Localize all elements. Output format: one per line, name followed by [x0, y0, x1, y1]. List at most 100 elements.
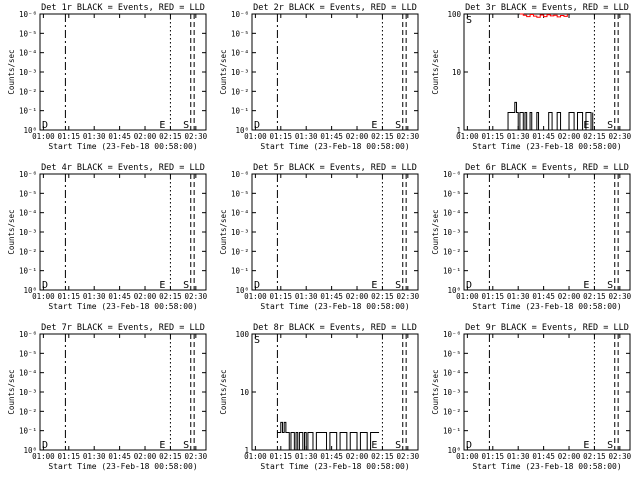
- series-line-events: [277, 421, 380, 451]
- x-tick-label: 01:45: [320, 452, 343, 461]
- y-axis-label: Counts/sec: [219, 369, 228, 414]
- x-tick-label: 01:45: [108, 292, 131, 301]
- x-axis-label: Start Time (23-Feb-18 00:58:00): [260, 462, 409, 471]
- y-axis-label: Counts/sec: [219, 209, 228, 254]
- y-tick-label: 10⁻¹: [443, 267, 461, 276]
- y-tick-label: 10⁻¹: [19, 267, 37, 276]
- y-tick-label: 10⁻⁶: [231, 10, 249, 19]
- x-tick-label: 02:30: [185, 452, 208, 461]
- plot-frame: [251, 173, 419, 291]
- y-tick-label: 10⁻⁴: [231, 209, 249, 218]
- y-tick-label: 10⁻⁵: [231, 29, 249, 38]
- x-tick-label: 01:15: [482, 132, 505, 141]
- x-tick-label: 01:00: [244, 132, 267, 141]
- x-tick-label: 01:00: [456, 452, 479, 461]
- event-marker-label: S: [395, 120, 401, 131]
- x-tick-label: 02:00: [558, 292, 581, 301]
- y-tick-label: 10⁻¹: [19, 107, 37, 116]
- y-axis-label: Counts/sec: [7, 369, 16, 414]
- event-marker-label: E: [159, 120, 165, 131]
- event-marker-label: S: [395, 440, 401, 451]
- x-tick-label: 02:00: [558, 452, 581, 461]
- x-tick-label: 01:15: [58, 292, 81, 301]
- y-tick-label: 10⁻²: [443, 247, 461, 256]
- y-axis-label: Counts/sec: [431, 209, 440, 254]
- corner-label: D: [42, 440, 48, 451]
- event-marker-label: S: [607, 280, 613, 291]
- x-tick-label: 01:45: [108, 132, 131, 141]
- x-tick-label: 02:15: [583, 292, 606, 301]
- y-tick-label: 10: [240, 388, 250, 397]
- y-tick-label: 10⁻²: [231, 87, 249, 96]
- event-marker-label: E: [371, 280, 377, 291]
- x-axis-label: Start Time (23-Feb-18 00:58:00): [260, 142, 409, 151]
- y-tick-label: 10⁰: [23, 126, 37, 135]
- event-marker-label: E: [583, 280, 589, 291]
- x-tick-label: 01:30: [295, 132, 318, 141]
- x-tick-label: 01:15: [270, 292, 293, 301]
- plot-frame: [39, 13, 207, 131]
- x-tick-label: 01:30: [83, 132, 106, 141]
- x-tick-label: 01:00: [32, 452, 55, 461]
- y-axis-label: Counts/sec: [431, 369, 440, 414]
- y-tick-label: 10⁻²: [19, 87, 37, 96]
- y-tick-label: 10⁻²: [443, 407, 461, 416]
- x-axis-label: Start Time (23-Feb-18 00:58:00): [48, 302, 197, 311]
- y-tick-label: 10⁻¹: [443, 427, 461, 436]
- y-tick-label: 10⁻⁴: [231, 49, 249, 58]
- x-tick-label: 02:15: [371, 452, 394, 461]
- y-tick-label: 10⁻¹: [231, 267, 249, 276]
- y-tick-label: 10⁰: [23, 286, 37, 295]
- x-tick-label: 01:30: [295, 452, 318, 461]
- x-tick-label: 02:15: [583, 132, 606, 141]
- x-tick-label: 01:00: [32, 132, 55, 141]
- event-marker-label: S: [183, 440, 189, 451]
- y-tick-label: 10⁻⁵: [443, 189, 461, 198]
- x-tick-label: 01:00: [456, 292, 479, 301]
- event-marker-label: S: [607, 440, 613, 451]
- corner-label: D: [466, 280, 472, 291]
- x-axis-label: Start Time (23-Feb-18 00:58:00): [48, 142, 197, 151]
- x-tick-label: 01:30: [83, 452, 106, 461]
- y-tick-label: 10⁻³: [19, 228, 37, 237]
- x-tick-label: 02:15: [159, 292, 182, 301]
- y-tick-label: 10⁻²: [19, 407, 37, 416]
- x-tick-label: 02:30: [185, 292, 208, 301]
- y-tick-label: 10⁻³: [231, 228, 249, 237]
- x-tick-label: 01:15: [270, 132, 293, 141]
- y-tick-label: 10⁻⁵: [19, 189, 37, 198]
- x-tick-label: 01:45: [108, 452, 131, 461]
- plot-frame: [463, 333, 631, 451]
- x-tick-label: 01:45: [532, 132, 555, 141]
- x-axis-label: Start Time (23-Feb-18 00:58:00): [472, 462, 621, 471]
- x-tick-label: 01:45: [320, 132, 343, 141]
- x-tick-label: 01:00: [244, 292, 267, 301]
- x-tick-label: 02:00: [134, 292, 157, 301]
- panel-title: Det 8r BLACK = Events, RED = LLD: [253, 323, 417, 333]
- x-tick-label: 01:30: [295, 292, 318, 301]
- y-tick-label: 10⁰: [447, 286, 461, 295]
- y-tick-label: 10⁻²: [231, 247, 249, 256]
- y-tick-label: 10: [452, 68, 462, 77]
- plot-frame: [39, 333, 207, 451]
- y-axis-label: Counts/sec: [7, 209, 16, 254]
- y-tick-label: 10⁻⁶: [19, 330, 37, 339]
- x-axis-label: Start Time (23-Feb-18 00:58:00): [260, 302, 409, 311]
- x-tick-label: 02:00: [346, 292, 369, 301]
- x-tick-label: 02:15: [371, 292, 394, 301]
- y-tick-label: 10⁰: [23, 446, 37, 455]
- y-tick-label: 10⁻⁴: [19, 49, 37, 58]
- y-tick-label: 10⁰: [235, 286, 249, 295]
- y-tick-label: 1: [244, 446, 249, 455]
- x-tick-label: 02:30: [609, 452, 632, 461]
- y-tick-label: 10⁻⁵: [19, 29, 37, 38]
- corner-label: S: [466, 15, 472, 26]
- x-tick-label: 02:00: [134, 132, 157, 141]
- y-tick-label: 10⁻⁶: [231, 170, 249, 179]
- event-marker-label: S: [183, 280, 189, 291]
- y-tick-label: 10⁻³: [19, 388, 37, 397]
- y-tick-label: 10⁻⁴: [443, 209, 461, 218]
- event-marker-label: S: [395, 280, 401, 291]
- event-marker-label: E: [583, 440, 589, 451]
- x-tick-label: 01:15: [482, 292, 505, 301]
